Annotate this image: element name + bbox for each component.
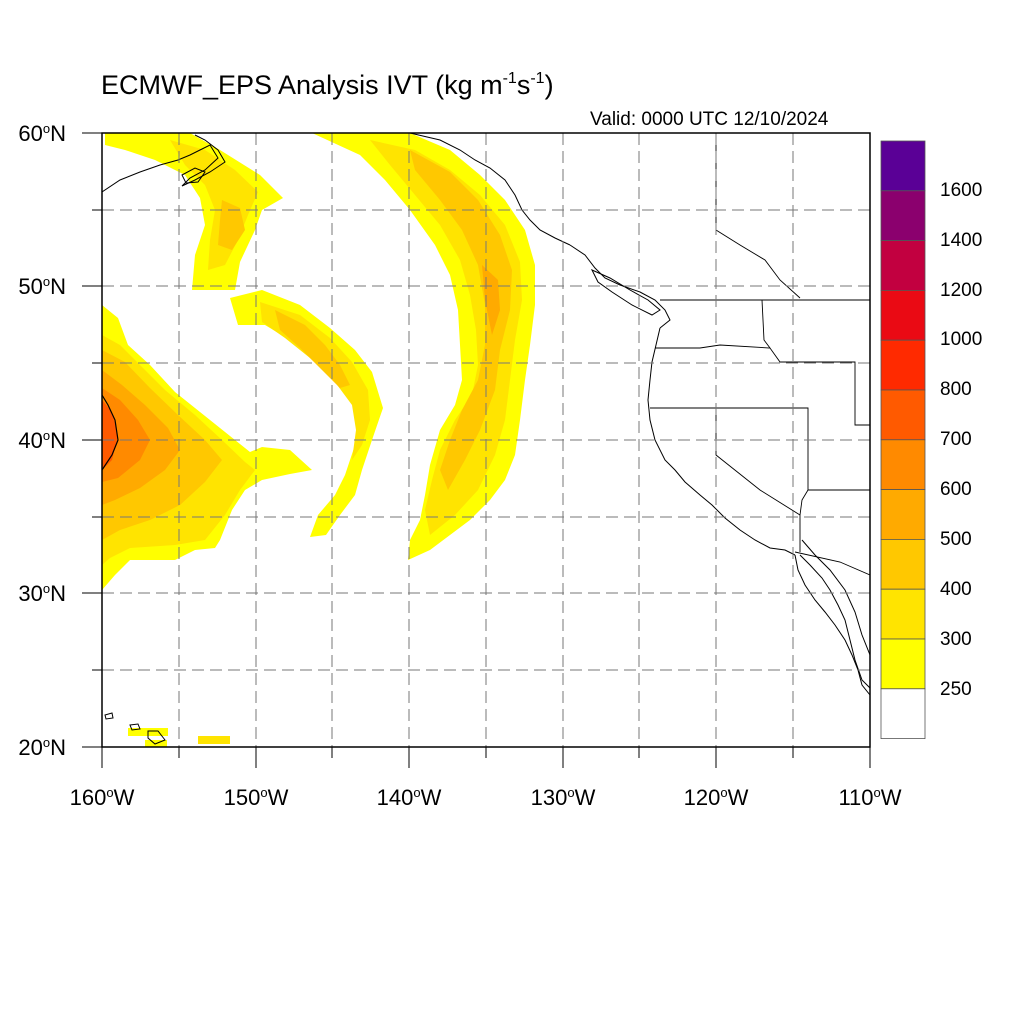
us-west-coastline	[647, 327, 796, 556]
ivt-region-west-600	[102, 388, 150, 482]
map-title: ECMWF_EPS Analysis IVT (kg m-1s-1)	[101, 70, 554, 100]
ivt-region-mid-band-400	[275, 310, 350, 388]
hawaii-islands	[104, 712, 166, 745]
colorbar-box	[880, 240, 926, 291]
ivt-region-gulf-arc-400	[218, 200, 245, 250]
ivt-contour-line	[101, 394, 119, 471]
colorbar-box	[880, 339, 926, 391]
baja-coastline	[794, 554, 870, 696]
mexico-mainland-coast	[801, 539, 870, 656]
state-borders	[650, 133, 870, 576]
lon-label-120w: 120oW	[683, 785, 749, 810]
colorbar-box	[880, 588, 926, 640]
lon-label-110w: 110oW	[838, 785, 902, 810]
ivt-region-west-700	[102, 400, 118, 470]
colorbar-box	[880, 140, 926, 192]
lat-label-50n: 50oN	[18, 274, 66, 299]
colorbar-box	[880, 190, 926, 242]
alaska-south-coast	[409, 133, 571, 246]
bc-border	[715, 133, 801, 299]
lon-label-130w: 130oW	[530, 785, 596, 810]
alaska-coastline	[102, 134, 226, 193]
lon-label-150w: 150oW	[223, 785, 289, 810]
colorbar-box	[880, 688, 926, 739]
mexico-border	[794, 551, 870, 576]
ivt-region-gulf-arc	[105, 133, 283, 290]
ivt-region-mid-band	[230, 290, 383, 537]
colorbar-label: 1400	[940, 230, 983, 251]
or-ca-border	[650, 407, 870, 491]
colorbar-box	[880, 439, 926, 490]
colorbar-label: 700	[940, 429, 972, 450]
lat-label-60n: 60oN	[18, 121, 66, 146]
vancouver-island	[590, 268, 661, 316]
axis-ticks	[82, 132, 871, 768]
lon-label-160w: 160oW	[69, 785, 135, 810]
colorbar-label: 800	[940, 379, 972, 400]
colorbar-box	[880, 389, 926, 441]
lat-label-30n: 30oN	[18, 581, 66, 606]
lat-label-40n: 40oN	[18, 428, 66, 453]
colorbar-label: 600	[940, 479, 972, 500]
colorbar-box	[880, 489, 926, 540]
colorbar-label: 300	[940, 629, 972, 650]
colorbar-label: 1200	[940, 280, 983, 301]
lat-label-20n: 20oN	[18, 735, 66, 760]
colorbar-label: 1600	[940, 180, 983, 201]
colorbar-box	[880, 638, 926, 690]
lon-label-140w: 140oW	[376, 785, 442, 810]
baja-inner-coastline	[799, 554, 870, 689]
graticule	[102, 133, 870, 747]
ivt-patch-hawaii-3	[198, 736, 230, 744]
colorbar-label: 400	[940, 579, 972, 600]
coastlines	[102, 133, 870, 696]
valid-time-label: Valid: 0000 UTC 12/10/2024	[590, 109, 829, 130]
bc-coastline	[569, 244, 671, 329]
wa-or-border	[655, 344, 870, 426]
kodiak-coastline	[181, 167, 206, 184]
colorbar-box	[880, 539, 926, 590]
colorbar	[880, 140, 926, 739]
az-border	[799, 489, 809, 552]
colorbar-label: 250	[940, 679, 972, 700]
idaho-border	[761, 299, 771, 349]
colorbar-box	[880, 289, 926, 341]
colorbar-label: 1000	[940, 329, 983, 350]
ca-nv-border	[715, 408, 801, 516]
colorbar-label: 500	[940, 529, 972, 550]
